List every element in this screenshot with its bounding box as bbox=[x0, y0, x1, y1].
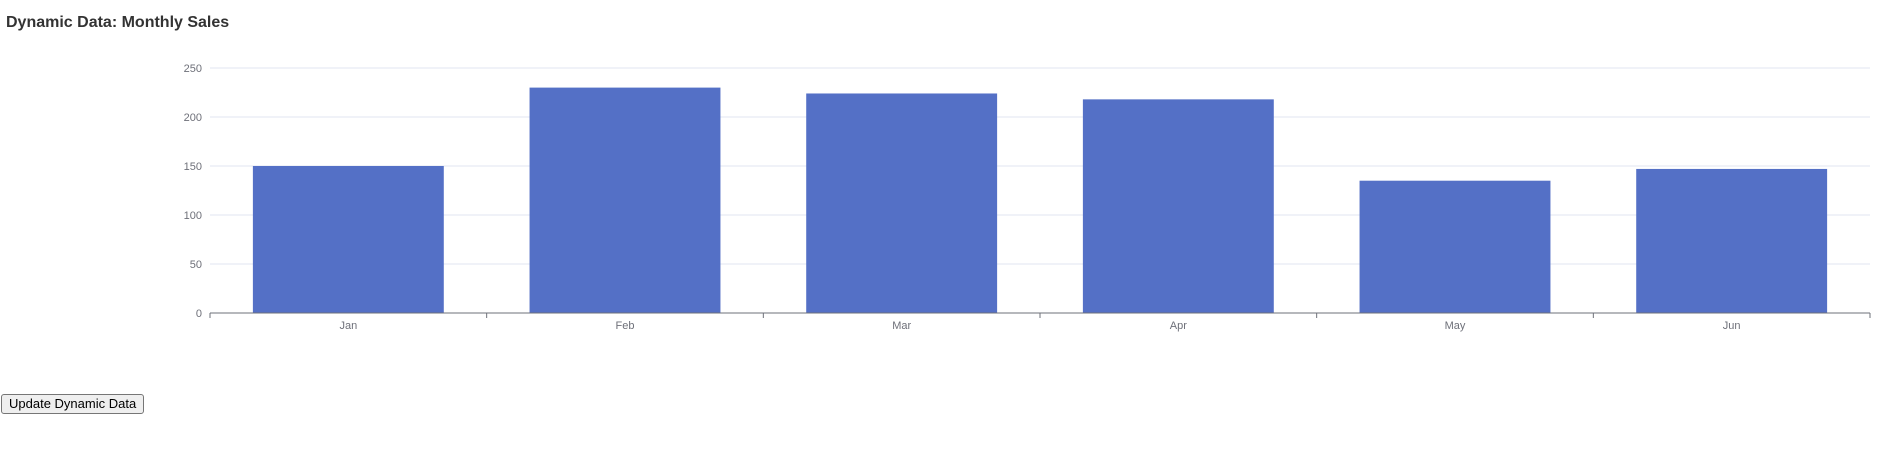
x-tick-label: Jun bbox=[1723, 320, 1741, 332]
x-tick-label: Apr bbox=[1170, 320, 1187, 332]
bars bbox=[252, 87, 1828, 313]
bar-chart: 0 50 100 150 200 250 Jan Feb Mar Apr May Jun bbox=[0, 40, 1892, 340]
y-tick-label: 250 bbox=[184, 63, 202, 75]
grid-lines bbox=[210, 67, 1870, 265]
chart-svg: 0 50 100 150 200 250 Jan Feb Mar Apr May Jun bbox=[184, 63, 1871, 332]
bar-may bbox=[1359, 180, 1551, 313]
axes: 0 50 100 150 200 250 Jan Feb Mar Apr May Jun bbox=[184, 63, 1871, 332]
bar-mar bbox=[806, 93, 998, 313]
x-tick-label: Feb bbox=[616, 320, 635, 332]
y-tick-label: 50 bbox=[190, 259, 202, 271]
x-tick-label: Jan bbox=[339, 320, 357, 332]
y-tick-label: 200 bbox=[184, 112, 202, 124]
y-tick-label: 0 bbox=[196, 308, 202, 320]
x-tick-label: Mar bbox=[892, 320, 911, 332]
page-title: Dynamic Data: Monthly Sales bbox=[6, 14, 230, 31]
y-tick-label: 100 bbox=[184, 210, 202, 222]
bar-jan bbox=[252, 166, 444, 313]
y-tick-label: 150 bbox=[184, 161, 202, 173]
update-dynamic-data-button[interactable]: Update Dynamic Data bbox=[1, 394, 145, 414]
x-tick-label: May bbox=[1445, 320, 1466, 332]
bar-feb bbox=[529, 87, 721, 313]
bar-jun bbox=[1636, 168, 1828, 313]
bar-apr bbox=[1082, 99, 1274, 313]
